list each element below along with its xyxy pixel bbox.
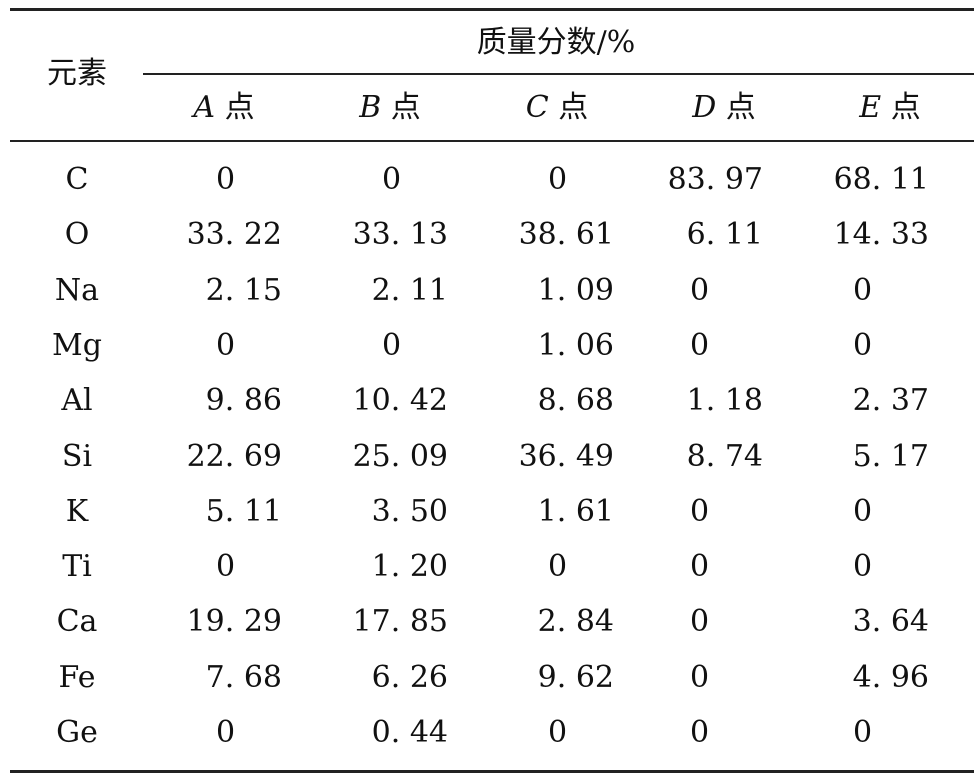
value-cell: 0 xyxy=(548,715,568,750)
value-cell: 8. 74 xyxy=(686,438,763,474)
group-header-mass-fraction: 质量分数/% xyxy=(476,25,636,60)
value-cell: 17. 85 xyxy=(352,604,448,640)
value-cell: 2. 11 xyxy=(371,272,448,308)
column-header-a: A 点 xyxy=(193,88,254,128)
column-header-b: B 点 xyxy=(359,88,421,128)
value-cell: 1. 09 xyxy=(537,272,614,308)
column-header-suffix: 点 xyxy=(215,90,255,125)
column-header-letter: C xyxy=(525,90,549,125)
value-cell: 9. 62 xyxy=(537,659,614,695)
value-cell: 0 xyxy=(216,327,236,363)
value-cell: 1. 06 xyxy=(537,327,614,363)
value-cell: 0 xyxy=(690,659,710,695)
top-rule xyxy=(10,8,974,11)
value-cell: 19. 29 xyxy=(186,604,282,640)
element-cell: C xyxy=(65,162,89,197)
value-cell: 3. 64 xyxy=(852,604,929,640)
value-cell: 0 xyxy=(853,327,873,363)
column-header-letter: B xyxy=(359,90,382,125)
value-cell: 0 xyxy=(690,549,710,585)
element-cell: Ge xyxy=(56,715,98,750)
value-cell: 0 xyxy=(216,162,236,197)
value-cell: 6. 26 xyxy=(371,659,448,695)
value-cell: 4. 96 xyxy=(852,659,929,695)
header-bottom-rule xyxy=(10,140,974,142)
value-cell: 2. 15 xyxy=(205,272,282,308)
element-cell: Al xyxy=(61,383,93,419)
value-cell: 3. 50 xyxy=(371,493,448,529)
column-header-letter: A xyxy=(193,90,216,125)
value-cell: 5. 11 xyxy=(205,493,282,529)
value-cell: 0 xyxy=(382,327,402,363)
value-cell: 7. 68 xyxy=(205,659,282,695)
element-cell: K xyxy=(65,493,89,529)
value-cell: 0 xyxy=(853,272,873,308)
value-cell: 0 xyxy=(548,549,568,585)
column-header-e: E 点 xyxy=(859,88,920,128)
value-cell: 68. 11 xyxy=(833,162,929,197)
value-cell: 0 xyxy=(548,162,568,197)
value-cell: 33. 13 xyxy=(352,217,448,253)
value-cell: 0 xyxy=(690,327,710,363)
column-header-suffix: 点 xyxy=(716,90,756,125)
bottom-rule xyxy=(10,770,974,773)
element-cell: Na xyxy=(54,272,100,308)
value-cell: 38. 61 xyxy=(518,217,614,253)
value-cell: 0. 44 xyxy=(371,715,448,750)
value-cell: 0 xyxy=(853,715,873,750)
value-cell: 0 xyxy=(690,604,710,640)
column-header-letter: D xyxy=(692,90,717,125)
value-cell: 0 xyxy=(853,549,873,585)
value-cell: 6. 11 xyxy=(686,217,763,253)
element-cell: O xyxy=(64,217,90,253)
element-cell: Ca xyxy=(56,604,98,640)
value-cell: 1. 20 xyxy=(371,549,448,585)
value-cell: 22. 69 xyxy=(186,438,282,474)
value-cell: 33. 22 xyxy=(186,217,282,253)
column-header-c: C 点 xyxy=(526,88,589,128)
element-cell: Fe xyxy=(58,659,96,695)
value-cell: 14. 33 xyxy=(833,217,929,253)
value-cell: 36. 49 xyxy=(518,438,614,474)
column-header-suffix: 点 xyxy=(881,90,921,125)
value-cell: 0 xyxy=(216,715,236,750)
element-cell: Ti xyxy=(62,549,92,585)
element-cell: Mg xyxy=(52,327,102,363)
value-cell: 0 xyxy=(216,549,236,585)
row-header-element: 元素 xyxy=(47,56,107,91)
element-cell: Si xyxy=(61,438,93,474)
value-cell: 10. 42 xyxy=(352,383,448,419)
value-cell: 1. 61 xyxy=(537,493,614,529)
value-cell: 25. 09 xyxy=(352,438,448,474)
value-cell: 0 xyxy=(382,162,402,197)
value-cell: 9. 86 xyxy=(205,383,282,419)
value-cell: 0 xyxy=(853,493,873,529)
value-cell: 0 xyxy=(690,715,710,750)
column-header-suffix: 点 xyxy=(548,90,589,125)
group-header-rule xyxy=(143,73,974,75)
value-cell: 0 xyxy=(690,272,710,308)
column-header-suffix: 点 xyxy=(381,90,421,125)
value-cell: 8. 68 xyxy=(537,383,614,419)
column-header-d: D 点 xyxy=(692,88,756,128)
value-cell: 2. 84 xyxy=(537,604,614,640)
value-cell: 2. 37 xyxy=(852,383,929,419)
value-cell: 1. 18 xyxy=(686,383,763,419)
value-cell: 5. 17 xyxy=(852,438,929,474)
column-header-letter: E xyxy=(859,90,882,125)
value-cell: 83. 97 xyxy=(667,162,763,197)
value-cell: 0 xyxy=(690,493,710,529)
